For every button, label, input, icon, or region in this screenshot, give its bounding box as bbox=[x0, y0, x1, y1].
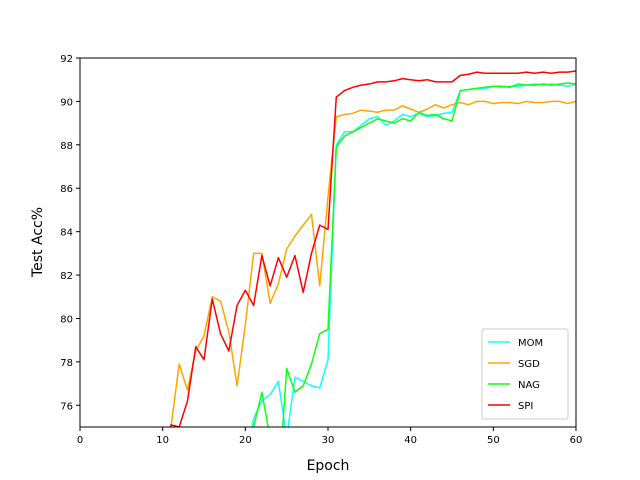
series-line bbox=[169, 70, 576, 427]
y-tick-label: 82 bbox=[60, 271, 73, 282]
y-tick-label: 78 bbox=[60, 358, 73, 369]
y-tick-label: 88 bbox=[60, 141, 73, 152]
legend-box bbox=[481, 328, 569, 420]
y-tick-label: 90 bbox=[60, 97, 73, 108]
series-line bbox=[252, 82, 576, 427]
x-tick-label: 30 bbox=[322, 435, 335, 446]
x-tick-label: 40 bbox=[404, 435, 417, 446]
x-tick-label: 60 bbox=[570, 435, 583, 446]
y-tick-label: 92 bbox=[60, 54, 73, 65]
x-tick-label: 20 bbox=[239, 435, 252, 446]
y-tick-label: 80 bbox=[60, 314, 73, 325]
plot-lines bbox=[169, 70, 576, 427]
x-tick-label: 50 bbox=[487, 435, 500, 446]
legend-label: SPI bbox=[518, 401, 533, 412]
y-tick-label: 76 bbox=[60, 401, 73, 412]
x-axis-label: Epoch bbox=[307, 458, 350, 474]
series-line bbox=[251, 83, 576, 427]
x-tick-label: 10 bbox=[156, 435, 169, 446]
x-tick-label: 0 bbox=[77, 435, 83, 446]
legend-label: MOM bbox=[518, 338, 543, 349]
y-tick-label: 84 bbox=[60, 228, 73, 239]
legend-label: SGD bbox=[518, 359, 540, 370]
y-tick-label: 86 bbox=[60, 184, 73, 195]
y-axis-label: Test Acc% bbox=[30, 207, 46, 278]
series-line bbox=[170, 100, 576, 427]
legend-label: NAG bbox=[518, 380, 540, 391]
